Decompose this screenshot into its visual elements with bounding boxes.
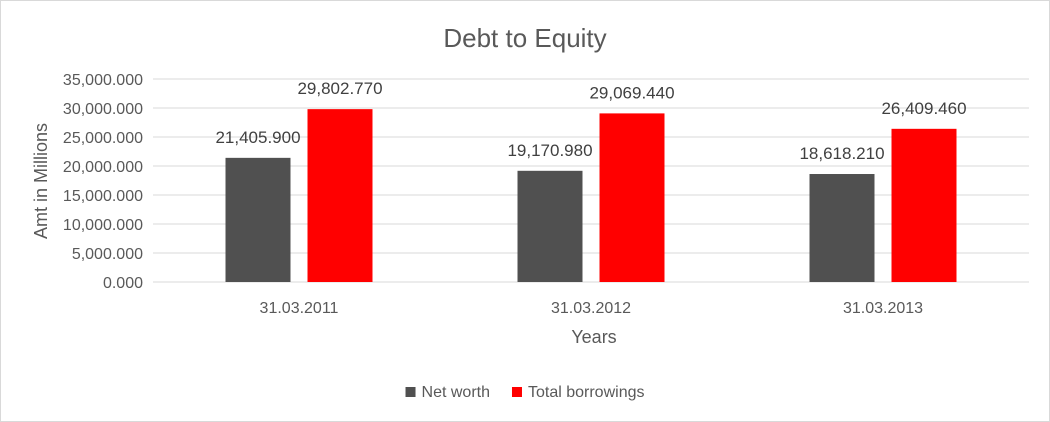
y-axis-title: Amt in Millions <box>31 123 51 239</box>
x-tick-label: 31.03.2012 <box>551 300 631 317</box>
y-tick-label: 35,000.000 <box>63 72 143 89</box>
x-tick-label: 31.03.2011 <box>260 300 339 317</box>
x-axis-title: Years <box>571 327 616 347</box>
bar-net-worth <box>517 170 583 282</box>
bar-total-borrowings <box>891 128 957 282</box>
bar-net-worth <box>809 174 875 282</box>
data-label: 26,409.460 <box>881 99 966 118</box>
y-tick-label: 20,000.000 <box>63 159 143 176</box>
legend-swatch <box>511 387 522 397</box>
data-labels: 21,405.900 29,802.770 19,170.980 29,069.440… <box>215 79 966 163</box>
y-tick-label: 0.000 <box>103 275 143 292</box>
data-label: 18,618.210 <box>799 144 884 163</box>
bar-net-worth <box>225 157 291 282</box>
data-label: 29,069.440 <box>589 83 674 102</box>
data-label: 29,802.770 <box>297 79 382 98</box>
bar-total-borrowings <box>307 109 373 282</box>
legend: Net worth Total borrowings <box>405 384 645 401</box>
bar-total-borrowings <box>599 113 665 282</box>
y-tick-label: 25,000.000 <box>63 130 143 147</box>
bars <box>225 109 957 282</box>
y-tick-label: 30,000.000 <box>63 101 143 118</box>
data-label: 21,405.900 <box>215 128 300 147</box>
y-axis-ticks: 0.000 5,000.000 10,000.000 15,000.000 20,000… <box>63 72 143 292</box>
y-tick-label: 10,000.000 <box>63 217 143 234</box>
legend-label: Net worth <box>422 384 490 401</box>
gridlines <box>153 78 1029 283</box>
y-tick-label: 5,000.000 <box>72 246 143 263</box>
y-tick-label: 15,000.000 <box>63 188 143 205</box>
data-label: 19,170.980 <box>507 141 592 160</box>
x-axis-ticks: 31.03.2011 31.03.2012 31.03.2013 <box>260 300 924 317</box>
x-tick-label: 31.03.2013 <box>843 300 923 317</box>
legend-swatch <box>405 387 416 397</box>
chart-title: Debt to Equity <box>443 23 606 53</box>
legend-label: Total borrowings <box>528 384 645 401</box>
